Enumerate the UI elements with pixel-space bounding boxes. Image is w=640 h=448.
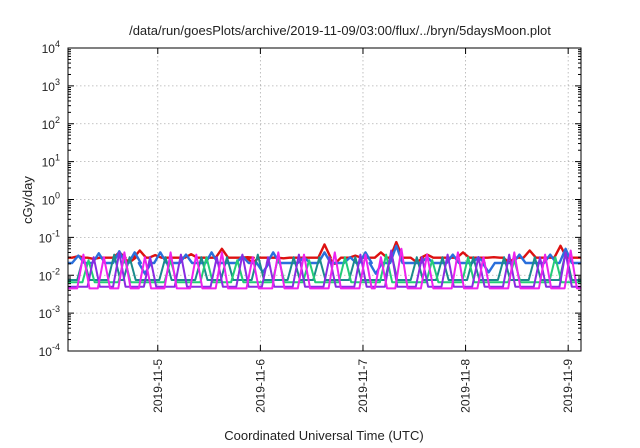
- grid-lines: [68, 48, 581, 351]
- x-axis: 2019-11-5 2019-11-6 2019-11-7 2019-11-8 2019…: [151, 48, 575, 413]
- series-line: [68, 253, 581, 284]
- x-tick-label: 2019-11-8: [459, 359, 473, 413]
- y-tick-label: 10-3: [39, 304, 60, 321]
- chart-title: /data/run/goesPlots/archive/2019-11-09/0…: [129, 23, 551, 38]
- x-tick-label: 2019-11-9: [561, 359, 575, 413]
- y-tick-label: 100: [42, 191, 60, 208]
- x-tick-label: 2019-11-7: [356, 359, 370, 413]
- series-line: [68, 240, 581, 265]
- y-tick-label: 102: [42, 115, 60, 132]
- x-axis-label: Coordinated Universal Time (UTC): [224, 428, 423, 443]
- y-tick-label: 10-1: [39, 228, 60, 245]
- series-group: [68, 240, 581, 290]
- y-tick-label: 103: [42, 77, 60, 94]
- x-tick-label: 2019-11-5: [151, 359, 165, 413]
- y-tick-label: 101: [42, 153, 60, 170]
- series-line: [68, 247, 581, 290]
- series-line: [68, 251, 581, 281]
- y-tick-label: 104: [42, 39, 60, 56]
- y-tick-label: 10-4: [39, 342, 60, 359]
- y-tick-label: 10-2: [39, 266, 60, 283]
- x-tick-label: 2019-11-6: [253, 359, 267, 413]
- y-axis-label: cGy/day: [20, 176, 35, 224]
- series-line: [68, 249, 581, 288]
- y-axis: 10-4 10-3 10-2 10-1 100 101 102 103 104: [39, 39, 581, 359]
